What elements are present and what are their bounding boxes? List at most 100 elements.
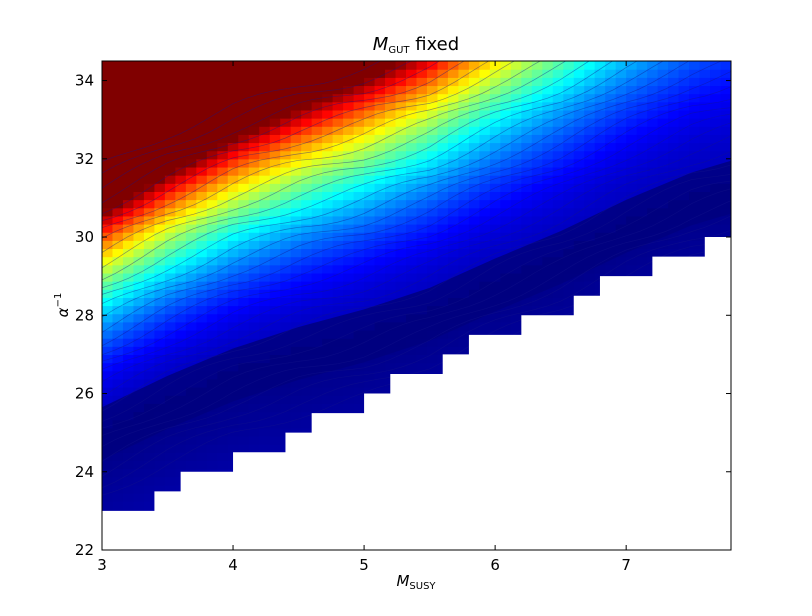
colormap-cell [259,297,271,307]
colormap-cell [521,175,533,184]
colormap-cell [657,158,669,168]
colormap-cell [406,248,418,258]
colormap-cell [269,166,281,176]
colormap-cell [489,248,501,258]
colormap-cell [542,69,554,78]
colormap-cell [259,313,271,323]
colormap-cell [437,77,449,87]
colormap-cell [573,289,585,298]
colormap-cell [500,240,512,250]
colormap-cell [605,183,617,192]
colormap-cell [521,109,533,119]
colormap-cell [385,256,397,266]
colormap-cell [353,370,365,380]
colormap-cell [489,191,501,201]
colormap-cell [364,256,376,266]
colormap-cell [521,69,533,78]
colormap-cell [102,69,114,78]
colormap-cell [668,77,680,87]
colormap-cell [468,321,480,331]
colormap-cell [426,101,439,111]
colormap-cell [112,93,124,103]
colormap-cell [385,199,397,209]
colormap-cell [238,166,250,176]
colormap-cell [248,281,260,290]
colormap-cell [196,61,208,70]
colormap-cell [206,281,218,290]
colormap-cell [489,158,501,168]
colormap-cell [217,142,229,152]
colormap-cell [426,338,439,347]
colormap-cell [311,387,323,396]
colormap-cell [175,240,187,250]
colormap-cell [122,150,135,160]
colormap-cell [374,387,386,396]
colormap-cell [175,435,187,445]
colormap-cell [259,281,271,290]
colormap-cell [563,77,575,87]
colormap-cell [164,297,176,307]
colormap-cell [248,411,260,421]
colormap-cell [112,305,124,315]
colormap-cell [385,85,397,95]
colormap-cell [657,77,669,87]
colormap-cell [385,281,397,290]
colormap-cell [102,215,114,225]
colormap-cell [122,175,135,184]
colormap-cell [206,224,218,233]
colormap-cell [196,460,208,470]
x-axis-label: MSUSY [396,572,436,592]
colormap-cell [301,61,313,70]
colormap-cell [217,452,229,461]
colormap-cell [196,264,208,274]
colormap-cell [531,191,543,201]
colormap-cell [584,175,596,184]
colormap-cell [122,329,135,339]
colormap-cell [594,191,606,201]
colormap-cell [626,264,638,274]
colormap-cell [426,61,439,70]
colormap-cell [689,61,701,70]
contour-line [102,98,731,347]
colormap-cell [343,85,355,95]
colormap-cell [626,93,638,103]
colormap-cell [175,452,187,461]
colormap-cell [322,313,334,323]
colormap-cell [343,69,355,78]
colormap-cell [416,199,428,209]
x-tick-label: 7 [621,556,631,574]
colormap-cell [112,378,124,388]
colormap-cell [217,419,229,429]
colormap-cell [426,281,439,290]
colormap-cell [175,248,187,258]
colormap-cell [133,329,145,339]
colormap-cell [573,61,585,70]
colormap-cell [290,289,302,298]
colormap-cell [406,109,418,119]
minimum-band [102,160,731,461]
colormap-cell [542,61,554,70]
colormap-cell [154,69,166,78]
colormap-cell [364,158,376,168]
colormap-cell [699,126,711,135]
colormap-cell [175,329,187,339]
colormap-cell [322,232,334,241]
colormap-cell [227,150,239,160]
colormap-cell [238,338,250,347]
colormap-cell [626,150,638,160]
colormap-cell [353,240,365,250]
colormap-cell [280,109,292,119]
colormap-cell [311,215,323,225]
colormap-cell [332,77,344,87]
colormap-cell [154,484,166,494]
colormap-cell [720,93,731,103]
colormap-cell [206,435,218,445]
colormap-cell [395,256,407,266]
colormap-cell [500,232,512,241]
colormap-cell [343,101,355,111]
colormap-cell [510,142,522,152]
colormap-cell [133,289,145,298]
colormap-cell [238,85,250,95]
colormap-cell [510,199,522,209]
colormap-cell [238,411,250,421]
